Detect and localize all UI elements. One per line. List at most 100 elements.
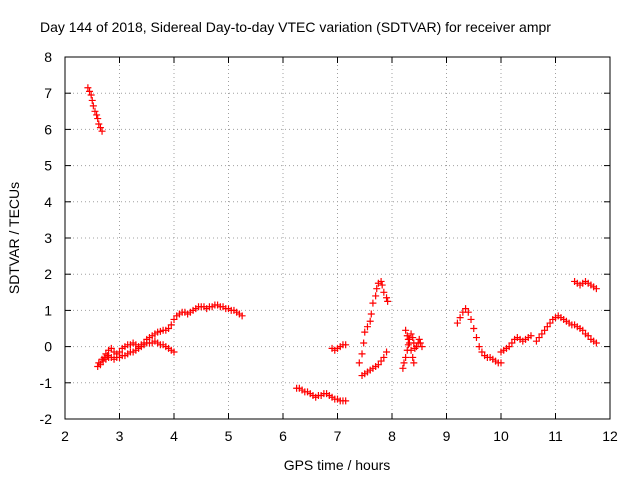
y-tick-label: 0: [44, 339, 52, 355]
data-point: [383, 348, 391, 356]
data-point: [404, 335, 412, 343]
x-tick-label: 2: [61, 428, 69, 444]
series-s10: [453, 305, 505, 367]
data-point: [472, 334, 480, 342]
data-point: [407, 330, 415, 338]
data-point: [456, 314, 464, 322]
data-point: [592, 339, 600, 347]
x-tick-label: 5: [225, 428, 233, 444]
data-point: [410, 359, 418, 367]
data-point: [464, 308, 472, 316]
y-tick-labels: -2 -1 0 1 2 3 4 5 6 7 8: [40, 49, 53, 427]
data-point: [87, 91, 95, 99]
data-point: [409, 334, 417, 342]
data-point: [508, 339, 516, 347]
data-point: [96, 361, 104, 369]
data-point: [377, 357, 385, 365]
data-point: [579, 326, 587, 334]
x-axis-label: GPS time / hours: [284, 457, 391, 473]
data-point: [462, 305, 470, 313]
data-point: [383, 294, 391, 302]
data-point: [355, 359, 363, 367]
series-s1: [84, 84, 106, 135]
series-s9: [402, 326, 418, 367]
data-point: [95, 359, 103, 367]
grid: [65, 57, 610, 419]
data-point: [366, 317, 374, 325]
data-point: [363, 323, 371, 331]
x-tick-label: 3: [116, 428, 124, 444]
data-point: [361, 328, 369, 336]
data-point: [527, 332, 535, 340]
y-tick-label: 6: [44, 121, 52, 137]
data-point: [98, 127, 106, 135]
y-tick-label: 8: [44, 49, 52, 65]
x-tick-label: 7: [334, 428, 342, 444]
y-tick-label: 1: [44, 302, 52, 318]
y-tick-label: 4: [44, 194, 52, 210]
data-point: [470, 325, 478, 332]
data-point: [400, 359, 408, 367]
data-point: [89, 102, 97, 110]
data-point: [116, 348, 123, 356]
data-point: [399, 364, 407, 372]
x-tick-labels: 2 3 4 5 6 7 8 9 10 11 12: [61, 428, 618, 444]
series-s4: [293, 384, 350, 405]
data-point: [165, 325, 173, 332]
data-point: [102, 350, 110, 358]
x-tick-label: 9: [443, 428, 451, 444]
data-point: [418, 343, 426, 351]
x-tick-label: 11: [548, 428, 563, 444]
data-point: [592, 285, 600, 293]
data-point: [88, 96, 96, 104]
data-point: [505, 343, 513, 351]
data-point: [91, 107, 99, 115]
data-point: [367, 310, 375, 318]
data-point: [541, 326, 549, 334]
data-point: [373, 285, 381, 293]
x-tick-label: 12: [602, 428, 618, 444]
data-point: [96, 124, 104, 132]
data-point: [360, 339, 368, 347]
data-point: [453, 319, 461, 327]
data-point: [407, 346, 415, 354]
y-tick-label: 3: [44, 230, 52, 246]
series-s8: [399, 330, 426, 372]
data-point: [380, 288, 388, 296]
series-s5: [328, 341, 350, 354]
data-point: [369, 299, 377, 307]
y-axis-label: SDTVAR / TECUs: [6, 182, 22, 294]
data-points: [84, 84, 600, 405]
data-point: [403, 332, 411, 340]
data-point: [93, 111, 101, 119]
data-point: [342, 341, 350, 349]
data-point: [497, 359, 505, 367]
data-point: [94, 115, 102, 123]
data-point: [378, 281, 386, 289]
x-tick-label: 6: [279, 428, 287, 444]
data-point: [170, 348, 178, 356]
series-s11: [497, 332, 535, 356]
data-point: [170, 315, 178, 323]
x-tick-label: 8: [388, 428, 396, 444]
y-tick-label: -1: [40, 375, 53, 391]
data-point: [543, 323, 551, 331]
data-point: [104, 352, 112, 360]
data-point: [377, 277, 385, 285]
data-point: [535, 334, 543, 342]
series-s13: [571, 277, 600, 293]
data-point: [402, 326, 410, 334]
y-tick-label: 2: [44, 266, 52, 282]
y-tick-label: -2: [40, 411, 53, 427]
data-point: [467, 315, 475, 323]
y-tick-label: 7: [44, 85, 52, 101]
data-point: [532, 337, 540, 345]
data-point: [416, 339, 424, 347]
data-point: [584, 332, 592, 340]
x-tick-label: 4: [170, 428, 178, 444]
axis-ticks: [64, 56, 611, 420]
y-tick-label: 5: [44, 158, 52, 174]
data-point: [415, 335, 423, 343]
data-point: [475, 343, 483, 351]
